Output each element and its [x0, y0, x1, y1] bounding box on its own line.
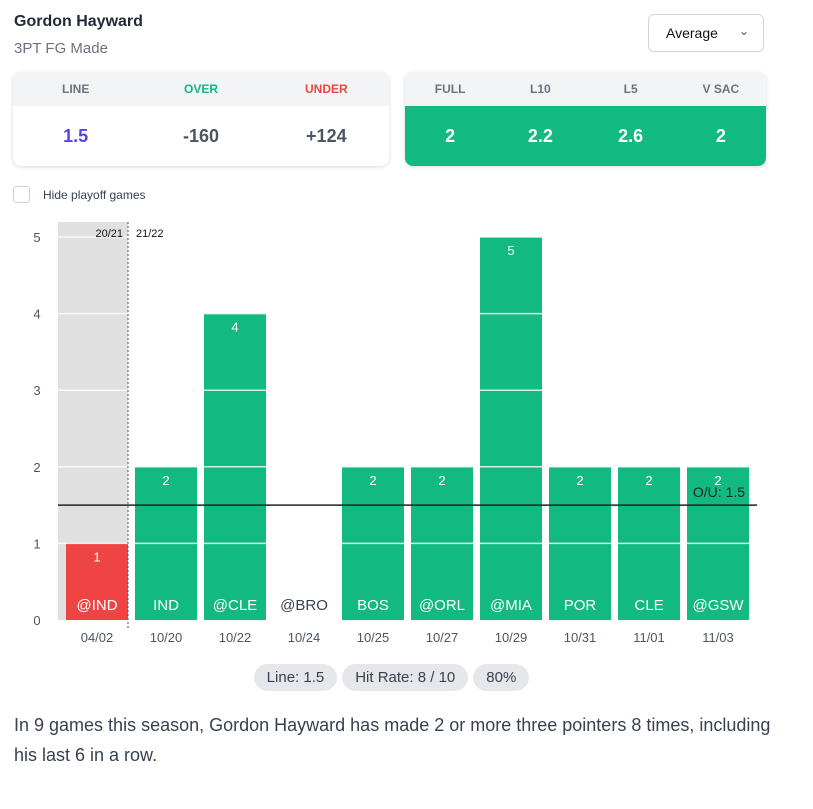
bar: [480, 237, 542, 620]
prev-season-label: 20/21: [95, 228, 123, 240]
bar-value-label: 2: [645, 473, 652, 488]
l5-header: L5: [585, 72, 676, 106]
dropdown-value: Average: [666, 25, 718, 41]
opponent-label: @GSW: [692, 597, 744, 614]
bar-value-label: 2: [438, 473, 445, 488]
stat-type: 3PT FG Made: [14, 40, 108, 57]
y-tick-label: 3: [33, 383, 40, 398]
under-odds: +124: [306, 125, 347, 146]
y-tick-label: 5: [33, 230, 40, 245]
y-tick-label: 4: [33, 307, 40, 322]
l5-average: 2.6: [585, 106, 676, 166]
line-pill: Line: 1.5: [253, 664, 338, 691]
full-header: FULL: [405, 72, 496, 106]
opponent-label: @BRO: [280, 597, 328, 614]
y-tick-label: 1: [33, 536, 40, 551]
vs-team-header: V SAC: [675, 72, 766, 106]
x-tick-label: 10/31: [564, 630, 597, 645]
hit-rate-pill: Hit Rate: 8 / 10: [342, 664, 469, 691]
summary-text: In 9 games this season, Gordon Hayward h…: [14, 715, 771, 765]
bar-value-label: 2: [576, 473, 583, 488]
current-season-label: 21/22: [136, 228, 164, 240]
x-tick-label: 10/25: [357, 630, 390, 645]
opponent-label: @CLE: [213, 597, 257, 614]
player-name: Gordon Hayward: [14, 13, 143, 30]
averages-card: FULL L10 L5 V SAC 2 2.2 2.6 2: [405, 72, 766, 166]
game-log-chart: 0 1 2 3 4 5 1 @IND 04/02 2 IND 10/20 4 @CLE 10/22 @BRO 1…: [33, 222, 757, 645]
bar-value-label: 2: [162, 473, 169, 488]
bar: [66, 543, 128, 620]
opponent-label: @ORL: [419, 597, 465, 614]
bar-value-label: 2: [369, 473, 376, 488]
bar-value-label: 4: [231, 320, 238, 335]
opponent-label: CLE: [634, 597, 663, 614]
y-tick-label: 2: [33, 460, 40, 475]
x-tick-label: 10/20: [150, 630, 183, 645]
l10-header: L10: [495, 72, 586, 106]
hide-playoff-label: Hide playoff games: [43, 187, 146, 202]
odds-card: LINE OVER UNDER 1.5 -160 +124: [13, 72, 389, 166]
bar-value-label: 5: [507, 243, 514, 258]
l10-average: 2.2: [495, 106, 586, 166]
over-under-label: O/U: 1.5: [693, 484, 745, 500]
hide-playoff-checkbox[interactable]: [13, 186, 30, 203]
x-tick-label: 10/29: [495, 630, 528, 645]
vs-team-average: 2: [675, 106, 766, 166]
opponent-label: BOS: [357, 597, 389, 614]
x-tick-label: 10/24: [288, 630, 321, 645]
x-tick-label: 04/02: [81, 630, 114, 645]
line-header: LINE: [13, 72, 139, 106]
x-tick-label: 10/27: [426, 630, 459, 645]
x-tick-label: 11/03: [702, 630, 734, 645]
hit-percent-pill: 80%: [473, 664, 530, 691]
hide-playoff-toggle[interactable]: Hide playoff games: [13, 186, 146, 203]
over-header: OVER: [138, 72, 264, 106]
x-tick-label: 10/22: [219, 630, 252, 645]
y-tick-label: 0: [33, 613, 40, 628]
x-tick-label: 11/01: [633, 630, 665, 645]
opponent-label: @MIA: [490, 597, 532, 614]
opponent-label: POR: [564, 597, 597, 614]
average-dropdown[interactable]: Average ⌄: [648, 14, 764, 52]
over-odds: -160: [182, 125, 219, 146]
full-average: 2: [405, 106, 496, 166]
summary-pills: Line: 1.5 Hit Rate: 8 / 10 80%: [0, 664, 798, 691]
chevron-down-icon: ⌄: [738, 24, 749, 38]
bar-value-label: 2: [714, 473, 721, 488]
opponent-label: @IND: [76, 597, 117, 614]
line-value: 1.5: [63, 125, 89, 146]
under-header: UNDER: [263, 72, 389, 106]
bar-value-label: 1: [93, 549, 100, 564]
opponent-label: IND: [153, 597, 179, 614]
